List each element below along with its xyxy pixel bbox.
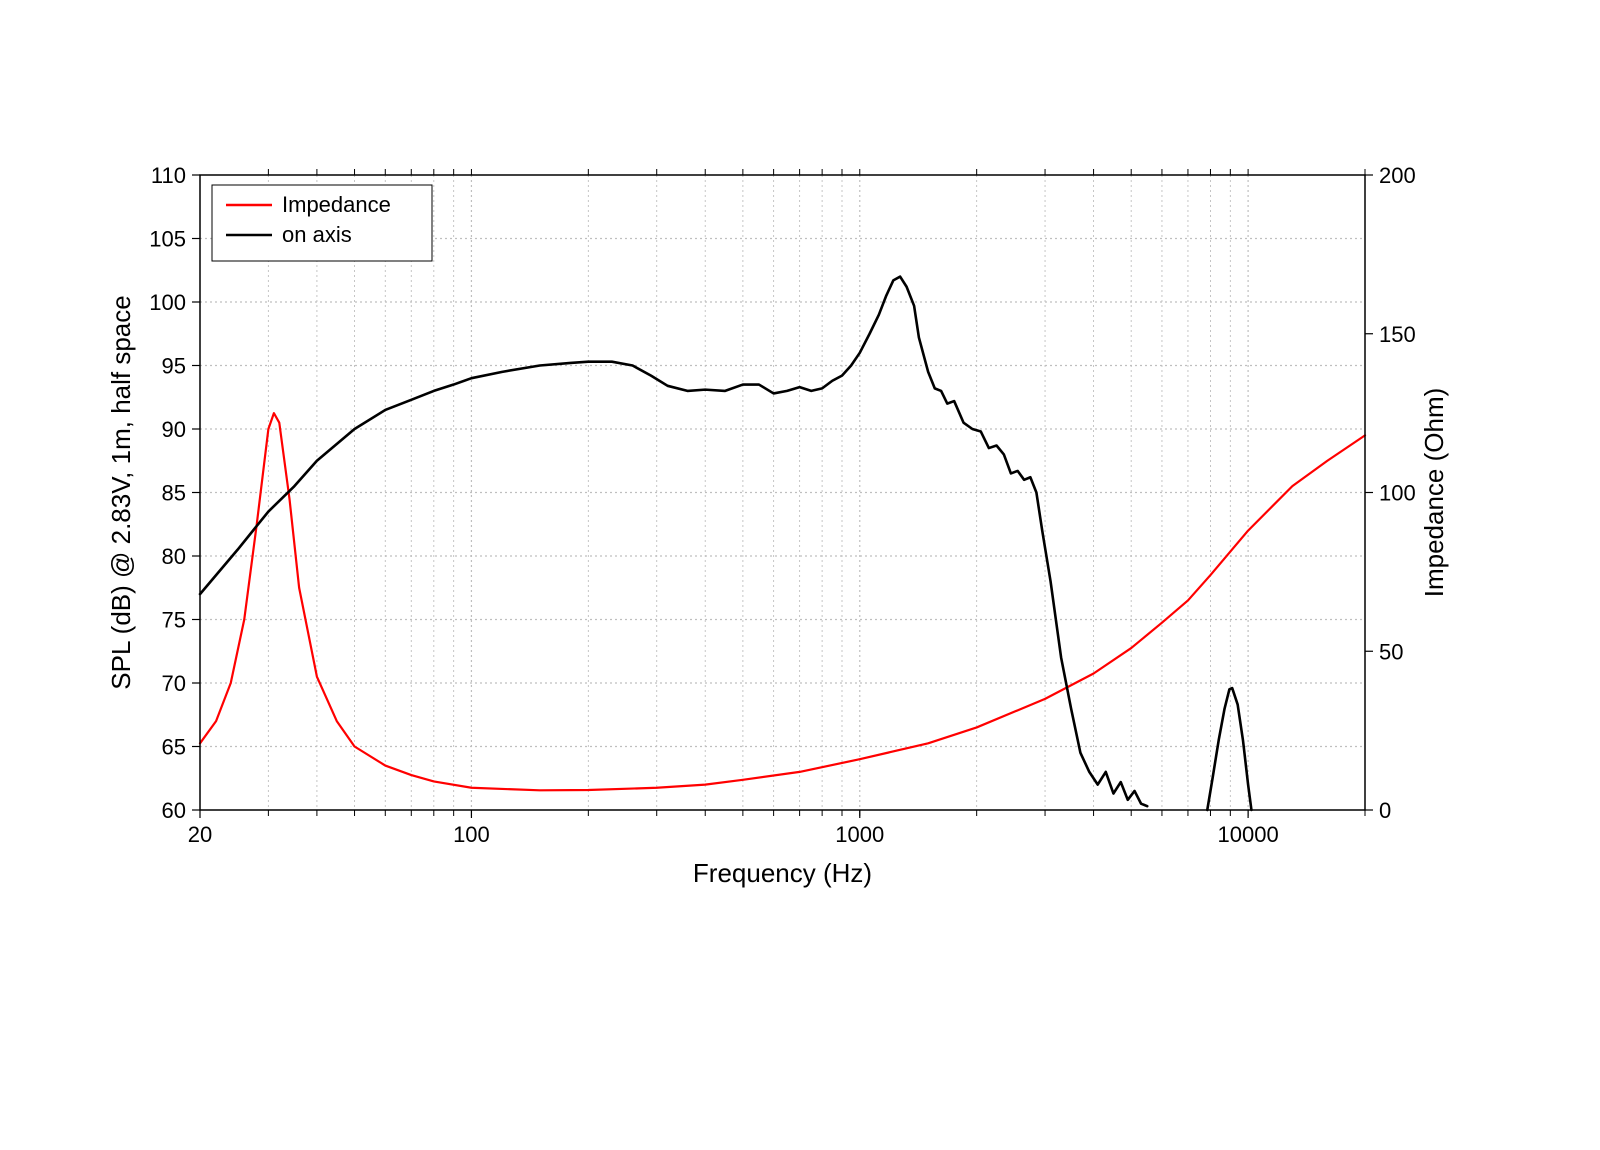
dual-axis-chart: 20 100 1000 10000 60 65 70 75 80 85 90 95 100 105 110 0… (0, 0, 1600, 1150)
y-left-tick-label: 110 (151, 163, 186, 188)
x-axis-label: Frequency (Hz) (693, 858, 872, 888)
x-tick-label: 1000 (835, 822, 884, 847)
y-right-tick-label: 0 (1379, 798, 1391, 823)
y-left-tick-label: 85 (162, 481, 186, 506)
y-left-tick-label: 100 (149, 290, 186, 315)
y-left-tick-label: 90 (162, 417, 186, 442)
y-left-tick-label: 80 (162, 544, 186, 569)
y-left-tick-label: 105 (149, 227, 186, 252)
y-left-axis-label: SPL (dB) @ 2.83V, 1m, half space (106, 295, 136, 689)
x-tick-label: 10000 (1218, 822, 1279, 847)
y-left-tick-label: 75 (162, 608, 186, 633)
y-left-tick-label: 95 (162, 354, 186, 379)
y-left-tick-label: 70 (162, 671, 186, 696)
x-tick-label: 20 (188, 822, 212, 847)
y-right-tick-label: 200 (1379, 163, 1416, 188)
y-left-tick-label: 60 (162, 798, 186, 823)
legend-label: on axis (282, 222, 352, 247)
y-right-tick-label: 50 (1379, 639, 1403, 664)
y-right-tick-label: 100 (1379, 481, 1416, 506)
y-right-axis-label: Impedance (Ohm) (1419, 388, 1449, 598)
chart-container: 20 100 1000 10000 60 65 70 75 80 85 90 95 100 105 110 0… (0, 0, 1600, 1150)
y-left-tick-label: 65 (162, 735, 186, 760)
y-right-tick-label: 150 (1379, 322, 1416, 347)
legend-label: Impedance (282, 192, 391, 217)
x-tick-label: 100 (453, 822, 490, 847)
